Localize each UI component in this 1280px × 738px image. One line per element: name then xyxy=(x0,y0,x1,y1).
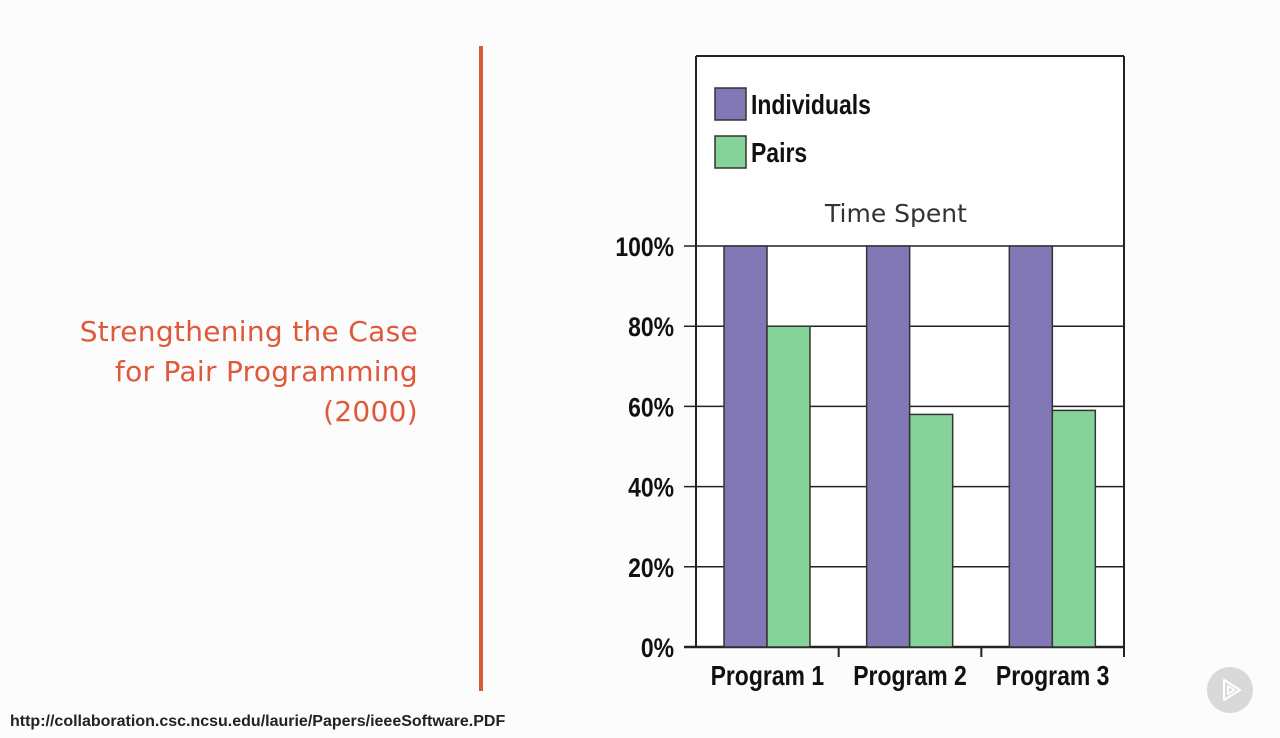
y-tick-label: 40% xyxy=(628,473,674,503)
legend-label-individuals: Individuals xyxy=(751,90,871,121)
play-icon xyxy=(1222,678,1242,702)
y-tick-label: 0% xyxy=(641,633,674,663)
y-tick-label: 100% xyxy=(615,232,674,262)
bar-pairs-2 xyxy=(908,413,954,648)
bar-pairs-1 xyxy=(766,325,811,648)
y-tick-label: 20% xyxy=(628,553,674,583)
legend-swatch-individuals xyxy=(714,87,747,121)
bar-individuals-3 xyxy=(1008,245,1054,648)
legend-swatch-pairs xyxy=(714,135,747,169)
bar-individuals-2 xyxy=(865,245,911,648)
x-tick-label: Program 1 xyxy=(711,661,825,692)
vertical-divider xyxy=(479,46,483,691)
source-url[interactable]: http://collaboration.csc.ncsu.edu/laurie… xyxy=(10,713,506,730)
bar-pairs-3 xyxy=(1051,409,1097,648)
bar-individuals-1 xyxy=(723,245,768,648)
x-tick-label: Program 3 xyxy=(996,661,1110,692)
chart-title: Time Spent xyxy=(824,199,967,228)
play-button[interactable] xyxy=(1207,667,1253,713)
y-tick-label: 80% xyxy=(628,312,674,342)
x-tick-label: Program 2 xyxy=(853,661,967,692)
slide-title: Strengthening the Case for Pair Programm… xyxy=(79,315,418,428)
y-tick-label: 60% xyxy=(628,393,674,423)
legend-label-pairs: Pairs xyxy=(751,138,807,169)
